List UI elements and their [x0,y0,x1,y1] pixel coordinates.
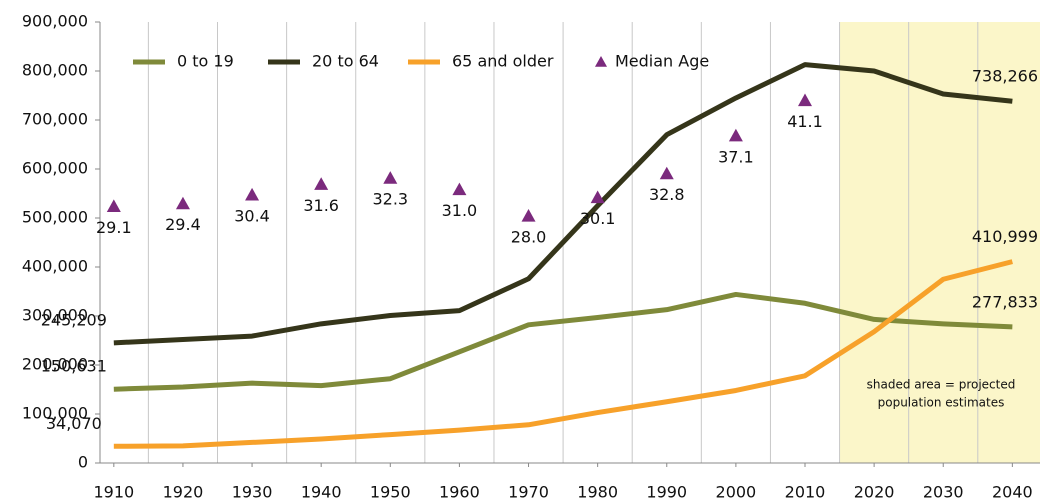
y-tick-label: 400,000 [22,257,88,276]
median-marker [314,177,329,190]
x-tick-label: 1950 [370,483,411,502]
x-tick-label: 2020 [854,483,895,502]
y-tick-label: 300,000 [22,306,88,325]
y-tick-label: 0 [78,453,88,472]
median-marker [659,166,674,180]
x-tick-label: 2010 [785,483,826,502]
data-label: 29.1 [96,218,132,237]
legend-label: 20 to 64 [312,52,379,71]
data-label: 29.4 [165,215,201,234]
median-marker [521,209,536,222]
y-tick-label: 800,000 [22,61,88,80]
y-tick-label: 700,000 [22,110,88,129]
y-tick-label: 900,000 [22,12,88,31]
median-marker [728,128,743,142]
median-marker [452,182,467,196]
y-tick-label: 500,000 [22,208,88,227]
x-tick-label: 1990 [646,483,687,502]
median-marker [245,187,260,201]
x-tick-label: 1960 [439,483,480,502]
data-label: 31.0 [442,201,478,220]
data-label: 31.6 [303,196,339,215]
data-label: 41.1 [787,112,823,131]
series-line [113,259,1013,449]
y-tick-label: 200,000 [22,355,88,374]
median-marker [383,171,398,184]
data-label: 738,266 [972,67,1038,86]
x-tick-label: 2040 [992,483,1033,502]
x-tick-label: 1980 [577,483,618,502]
annotation: shaded area = projected [867,378,1016,392]
data-label: 30.4 [234,206,270,225]
legend-swatch [595,56,607,67]
data-label: 150,631 [41,357,107,376]
series-line [113,291,1013,392]
series-line [113,62,1013,346]
data-label: 30.1 [580,209,616,228]
x-tick-label: 1940 [301,483,342,502]
data-label: 277,833 [972,292,1038,311]
legend-label: 65 and older [452,52,554,71]
x-tick-label: 2030 [923,483,964,502]
data-label: 410,999 [972,227,1038,246]
data-label: 34,070 [46,414,102,433]
median-marker [106,199,121,212]
legend-label: Median Age [615,52,709,71]
x-tick-label: 1930 [232,483,273,502]
y-tick-label: 600,000 [22,159,88,178]
x-tick-label: 1970 [508,483,549,502]
x-tick-label: 1910 [93,483,134,502]
data-label: 37.1 [718,147,754,166]
median-marker [798,93,812,107]
median-marker [175,196,190,210]
x-tick-label: 1920 [163,483,204,502]
data-label: 32.8 [649,185,685,204]
median-marker [590,190,605,204]
legend-label: 0 to 19 [177,52,234,71]
data-label: 245,209 [41,310,107,329]
data-label: 32.3 [372,190,408,209]
x-tick-label: 2000 [716,483,757,502]
y-tick-label: 100,000 [22,404,88,423]
annotation: population estimates [878,396,1005,410]
data-label: 28.0 [511,228,547,247]
